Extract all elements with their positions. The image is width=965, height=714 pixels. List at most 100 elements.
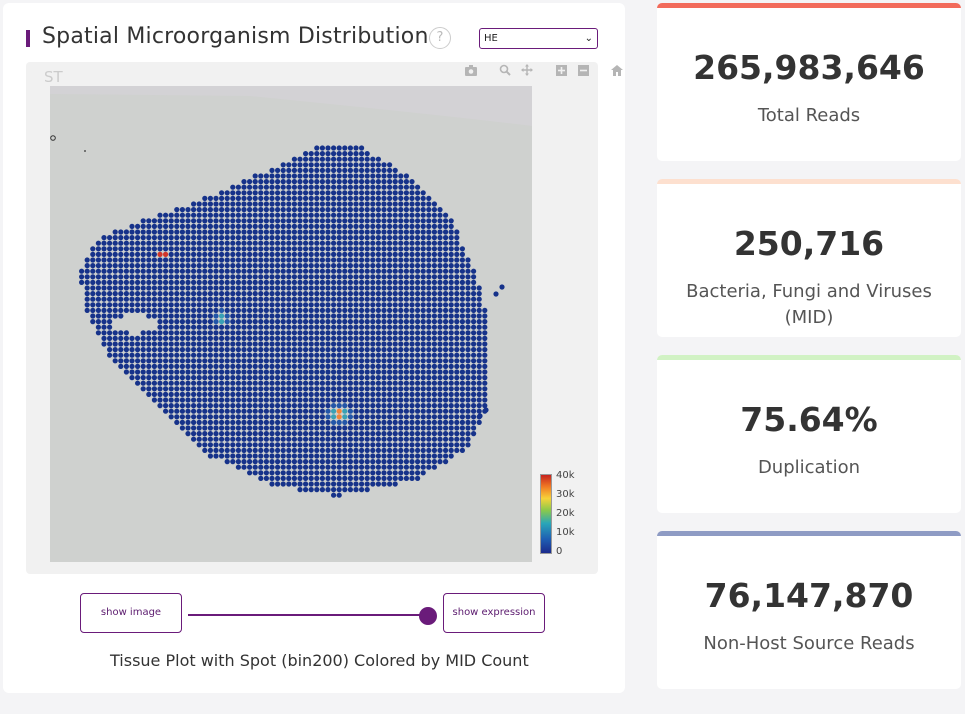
tissue-spot	[359, 414, 365, 420]
tissue-spot	[297, 397, 303, 403]
help-icon[interactable]: ?	[429, 27, 451, 49]
tissue-spot	[123, 307, 129, 313]
tissue-spot	[342, 481, 348, 487]
tissue-spot	[459, 263, 465, 269]
tissue-spot	[235, 229, 241, 235]
tissue-spot	[202, 369, 208, 375]
pan-icon[interactable]	[518, 64, 536, 80]
tissue-spot	[280, 195, 286, 201]
tissue-spot	[247, 414, 253, 420]
show-image-button[interactable]: show image	[80, 593, 182, 633]
tissue-spot	[84, 274, 90, 280]
tissue-spot	[319, 251, 325, 257]
tissue-spot	[319, 212, 325, 218]
tissue-spot	[347, 223, 353, 229]
tissue-spot	[342, 218, 348, 224]
tissue-spot	[437, 391, 443, 397]
tissue-spot	[123, 330, 129, 336]
tissue-spot	[168, 414, 174, 420]
tissue-spot	[325, 431, 331, 437]
tissue-spot	[331, 279, 337, 285]
tissue-spot	[387, 459, 393, 465]
tissue-spot	[420, 347, 426, 353]
tissue-spot	[471, 369, 477, 375]
tissue-spot	[409, 257, 415, 263]
tissue-spot	[118, 263, 124, 269]
camera-icon[interactable]	[462, 64, 480, 80]
tissue-spot	[392, 246, 398, 252]
tissue-spot	[135, 268, 141, 274]
tissue-spot	[258, 436, 264, 442]
tissue-spot	[291, 162, 297, 168]
tissue-spot	[280, 184, 286, 190]
tissue-spot	[213, 195, 219, 201]
tissue-spot	[252, 403, 258, 409]
zoom-out-icon[interactable]	[574, 64, 592, 80]
image-select[interactable]: HE ⌄	[479, 28, 598, 49]
tissue-spot	[151, 335, 157, 341]
tissue-spot	[291, 257, 297, 263]
tissue-spot	[465, 307, 471, 313]
tissue-spot	[247, 201, 253, 207]
tissue-spot	[314, 391, 320, 397]
tissue-spot	[325, 341, 331, 347]
tissue-spot	[207, 397, 213, 403]
tissue-spot	[347, 296, 353, 302]
tissue-spot	[387, 291, 393, 297]
home-icon[interactable]	[608, 64, 626, 80]
tissue-spot	[275, 391, 281, 397]
tissue-spot	[375, 375, 381, 381]
tissue-spot	[224, 375, 230, 381]
tissue-spot	[230, 201, 236, 207]
tissue-spot	[359, 386, 365, 392]
tissue-image[interactable]	[50, 86, 532, 562]
tissue-spot	[308, 167, 314, 173]
tissue-spot	[364, 436, 370, 442]
tissue-spot	[431, 391, 437, 397]
tissue-spot	[325, 380, 331, 386]
tissue-spot	[151, 352, 157, 358]
tissue-spot	[135, 257, 141, 263]
tissue-spot	[90, 257, 96, 263]
tissue-spot	[230, 307, 236, 313]
tissue-spot	[415, 431, 421, 437]
tissue-spot	[275, 173, 281, 179]
tissue-spot	[235, 195, 241, 201]
stat-card-mid: 250,716 Bacteria, Fungi and Viruses (MID…	[657, 179, 961, 337]
tissue-spot	[437, 274, 443, 280]
tissue-spot	[443, 436, 449, 442]
zoom-icon[interactable]	[496, 64, 514, 80]
tissue-spot	[415, 391, 421, 397]
tissue-spot	[331, 218, 337, 224]
tissue-spot	[370, 179, 376, 185]
tissue-spot	[286, 380, 292, 386]
tissue-spot	[241, 391, 247, 397]
slider-knob[interactable]	[419, 607, 437, 625]
tissue-spot	[347, 330, 353, 336]
tissue-spot	[157, 268, 163, 274]
zoom-in-icon[interactable]	[552, 64, 570, 80]
tissue-spot	[275, 212, 281, 218]
tissue-spot	[364, 167, 370, 173]
tissue-spot	[291, 419, 297, 425]
tissue-spot	[387, 212, 393, 218]
tissue-spot	[308, 358, 314, 364]
tissue-spot	[353, 386, 359, 392]
tissue-spot	[275, 470, 281, 476]
tissue-spot	[291, 235, 297, 241]
tissue-spot	[415, 386, 421, 392]
tissue-spot	[123, 268, 129, 274]
tissue-spot	[415, 302, 421, 308]
slider-track[interactable]	[188, 614, 428, 616]
tissue-spot	[398, 229, 404, 235]
show-expression-button[interactable]: show expression	[443, 593, 545, 633]
tissue-spot	[381, 240, 387, 246]
tissue-spot	[275, 279, 281, 285]
tissue-spot	[409, 184, 415, 190]
tissue-spot	[409, 414, 415, 420]
tissue-spot	[185, 369, 191, 375]
tissue-spot	[319, 167, 325, 173]
tissue-spot	[347, 369, 353, 375]
tissue-spot	[207, 341, 213, 347]
tissue-spot	[213, 442, 219, 448]
